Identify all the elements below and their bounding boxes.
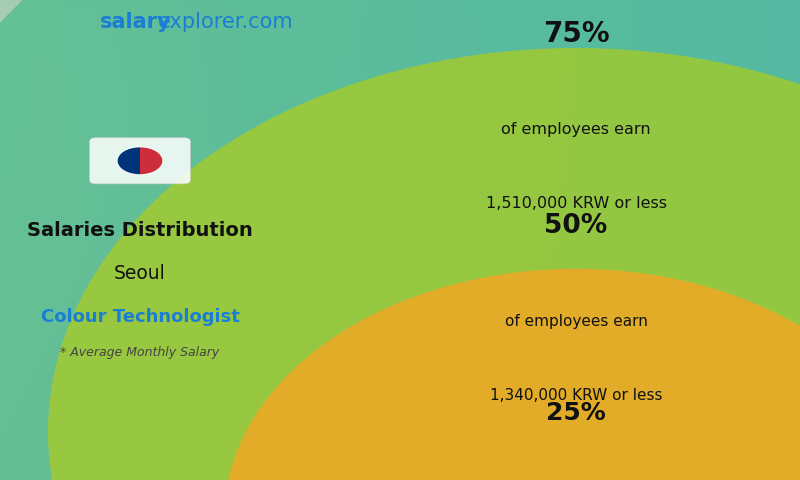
Text: explorer.com: explorer.com xyxy=(158,12,294,32)
Text: Salaries Distribution: Salaries Distribution xyxy=(27,221,253,240)
Text: * Average Monthly Salary: * Average Monthly Salary xyxy=(60,346,220,360)
Ellipse shape xyxy=(224,269,800,480)
FancyBboxPatch shape xyxy=(90,138,190,184)
Ellipse shape xyxy=(48,48,800,480)
Wedge shape xyxy=(118,147,140,174)
Text: Seoul: Seoul xyxy=(114,264,166,283)
Text: salary: salary xyxy=(100,12,172,32)
Text: 1,340,000 KRW or less: 1,340,000 KRW or less xyxy=(490,388,662,404)
Text: 50%: 50% xyxy=(544,213,608,239)
Text: Colour Technologist: Colour Technologist xyxy=(41,308,239,326)
Circle shape xyxy=(118,147,162,174)
Text: of employees earn: of employees earn xyxy=(501,122,651,137)
Wedge shape xyxy=(140,147,162,174)
Text: 1,510,000 KRW or less: 1,510,000 KRW or less xyxy=(486,196,666,212)
Text: 25%: 25% xyxy=(546,401,606,425)
Text: of employees earn: of employees earn xyxy=(505,314,647,329)
Text: 75%: 75% xyxy=(542,20,610,48)
